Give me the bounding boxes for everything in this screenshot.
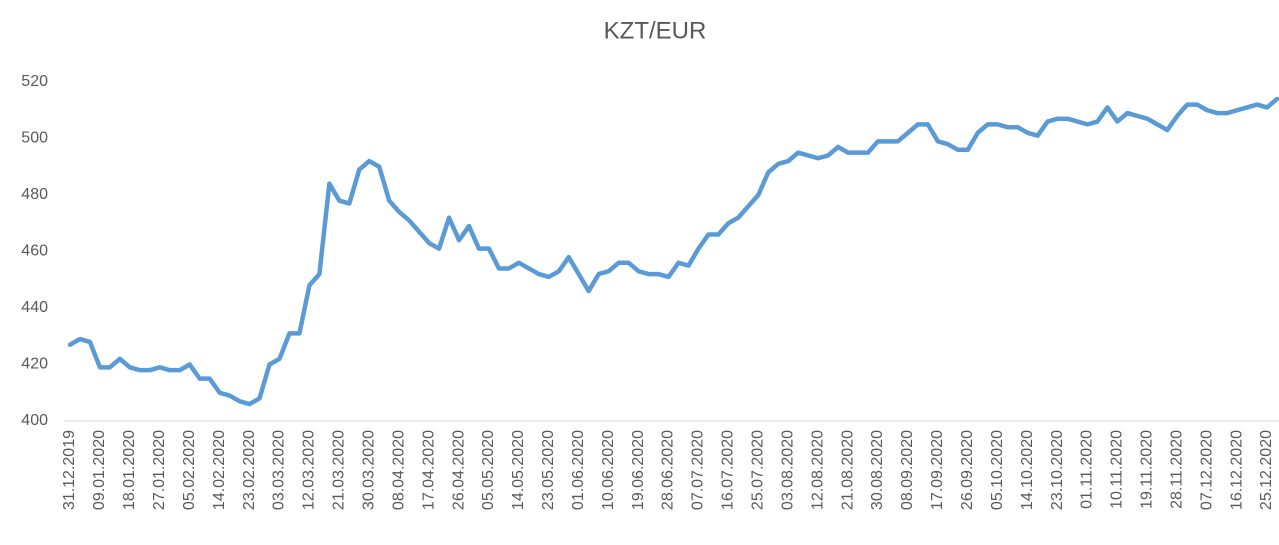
x-tick-label: 07.07.2020 bbox=[690, 430, 707, 510]
x-tick-label: 19.11.2020 bbox=[1139, 430, 1156, 509]
y-tick-label: 520 bbox=[21, 73, 48, 90]
x-tick-label: 08.04.2020 bbox=[390, 430, 407, 510]
x-tick-label: 31.12.2019 bbox=[61, 430, 78, 510]
x-tick-label: 05.05.2020 bbox=[480, 430, 497, 510]
x-tick-label: 09.01.2020 bbox=[91, 430, 108, 510]
x-tick-label: 18.01.2020 bbox=[121, 430, 138, 510]
x-tick-label: 23.02.2020 bbox=[241, 430, 258, 510]
x-tick-label: 07.12.2020 bbox=[1198, 430, 1215, 510]
x-tick-label: 23.05.2020 bbox=[540, 430, 557, 510]
x-tick-label: 01.11.2020 bbox=[1079, 430, 1096, 509]
x-tick-label: 17.04.2020 bbox=[420, 430, 437, 510]
y-tick-label: 480 bbox=[21, 186, 48, 203]
x-tick-label: 08.09.2020 bbox=[899, 430, 916, 510]
y-tick-label: 500 bbox=[21, 130, 48, 147]
x-tick-label: 30.03.2020 bbox=[360, 430, 377, 510]
x-tick-label: 16.12.2020 bbox=[1228, 430, 1245, 510]
y-tick-label: 440 bbox=[21, 299, 48, 316]
y-tick-label: 420 bbox=[21, 356, 48, 373]
x-tick-label: 21.03.2020 bbox=[331, 430, 348, 510]
x-tick-label: 23.10.2020 bbox=[1049, 430, 1066, 510]
x-tick-label: 26.04.2020 bbox=[450, 430, 467, 510]
x-tick-label: 12.08.2020 bbox=[809, 430, 826, 510]
x-tick-label: 25.07.2020 bbox=[750, 430, 767, 510]
x-tick-label: 03.03.2020 bbox=[271, 430, 288, 510]
x-tick-label: 28.11.2020 bbox=[1168, 430, 1185, 509]
x-tick-label: 19.06.2020 bbox=[630, 430, 647, 510]
x-tick-label: 05.10.2020 bbox=[989, 430, 1006, 510]
x-tick-label: 10.06.2020 bbox=[600, 430, 617, 510]
x-tick-label: 17.09.2020 bbox=[929, 430, 946, 510]
x-tick-label: 14.02.2020 bbox=[211, 430, 228, 510]
x-tick-label: 01.06.2020 bbox=[570, 430, 587, 510]
x-tick-label: 30.08.2020 bbox=[869, 430, 886, 510]
x-tick-label: 14.05.2020 bbox=[510, 430, 527, 510]
x-tick-label: 21.08.2020 bbox=[839, 430, 856, 510]
x-tick-label: 05.02.2020 bbox=[181, 430, 198, 510]
y-tick-label: 400 bbox=[21, 412, 48, 429]
x-tick-label: 25.12.2020 bbox=[1258, 430, 1275, 510]
x-tick-label: 28.06.2020 bbox=[660, 430, 677, 510]
x-tick-label: 16.07.2020 bbox=[720, 430, 737, 510]
y-tick-label: 460 bbox=[21, 243, 48, 260]
x-tick-label: 27.01.2020 bbox=[151, 430, 168, 510]
x-tick-label: 03.08.2020 bbox=[779, 430, 796, 510]
line-series bbox=[67, 96, 1279, 407]
x-tick-label: 14.10.2020 bbox=[1019, 430, 1036, 510]
x-tick-label: 12.03.2020 bbox=[301, 430, 318, 510]
chart-title: KZT/EUR bbox=[604, 17, 707, 44]
x-tick-label: 10.11.2020 bbox=[1109, 430, 1126, 509]
x-tick-label: 26.09.2020 bbox=[959, 430, 976, 510]
